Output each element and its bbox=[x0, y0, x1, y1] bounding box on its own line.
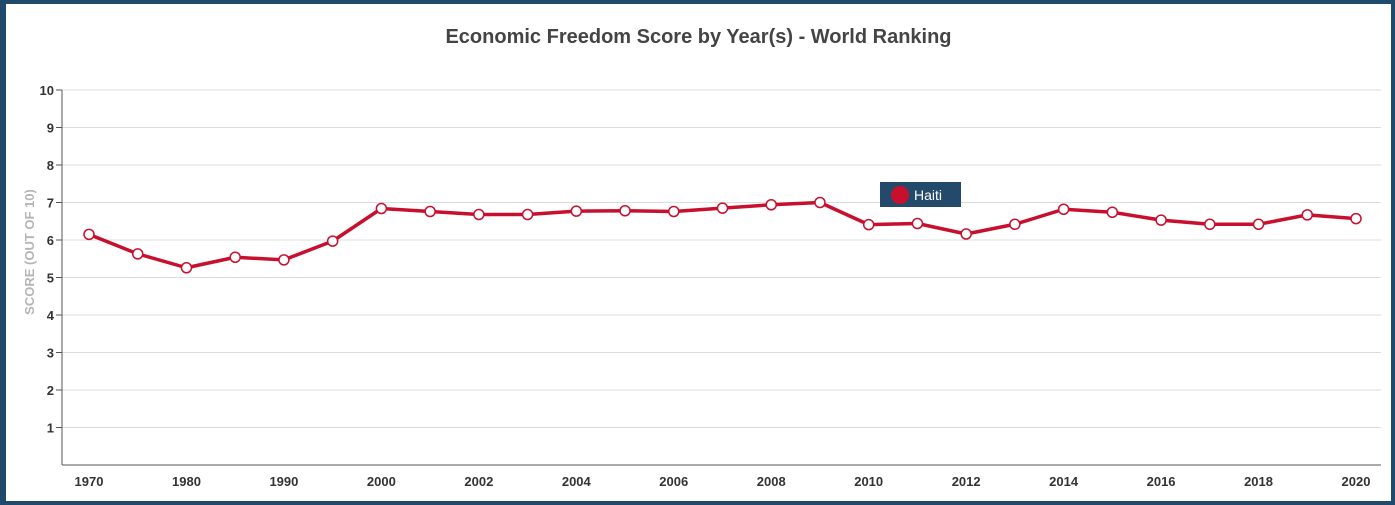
data-point[interactable] bbox=[83, 228, 95, 241]
data-point[interactable] bbox=[1350, 212, 1362, 225]
axes bbox=[61, 90, 1381, 466]
data-point[interactable] bbox=[424, 205, 436, 218]
data-point[interactable] bbox=[1301, 209, 1314, 221]
y-tick-labels: 1 2 3 4 5 6 7 8 9 10 bbox=[40, 83, 55, 436]
data-point[interactable] bbox=[960, 228, 972, 240]
x-tick-label: 2008 bbox=[757, 474, 786, 489]
legend-swatch bbox=[891, 186, 909, 204]
x-tick-labels: 1970 1980 1990 2000 2002 2004 2006 2008 2010 2012… bbox=[75, 474, 1371, 489]
x-tick-label: 2010 bbox=[854, 474, 883, 489]
y-tick-label: 9 bbox=[47, 121, 54, 136]
data-point[interactable] bbox=[473, 208, 485, 221]
data-point[interactable] bbox=[668, 205, 680, 218]
data-point[interactable] bbox=[326, 235, 339, 247]
data-point[interactable] bbox=[229, 251, 241, 263]
y-tick-label: 3 bbox=[47, 346, 54, 361]
x-tick-label: 1980 bbox=[172, 474, 201, 489]
y-tick-label: 2 bbox=[47, 383, 54, 398]
legend[interactable]: Haiti bbox=[880, 182, 961, 207]
x-tick-label: 2014 bbox=[1049, 474, 1079, 489]
data-point[interactable] bbox=[765, 199, 777, 211]
x-tick-label: 1990 bbox=[269, 474, 298, 489]
x-tick-label: 2018 bbox=[1244, 474, 1273, 489]
data-point[interactable] bbox=[716, 202, 729, 214]
data-point[interactable] bbox=[911, 217, 924, 230]
x-tick-label: 1970 bbox=[75, 474, 104, 489]
line-chart: 1 2 3 4 5 6 7 8 9 10 1970 1980 1990 2000 2002 2004 2006… bbox=[22, 83, 1381, 489]
data-point[interactable] bbox=[619, 205, 631, 217]
data-point[interactable] bbox=[1009, 218, 1021, 230]
y-tick-label: 8 bbox=[47, 158, 54, 173]
x-tick-label: 2000 bbox=[367, 474, 396, 489]
x-tick-label: 2020 bbox=[1342, 474, 1371, 489]
y-tick-label: 10 bbox=[40, 83, 54, 98]
x-tick-label: 2016 bbox=[1147, 474, 1176, 489]
gridlines bbox=[56, 89, 1381, 428]
data-point[interactable] bbox=[570, 205, 583, 217]
y-axis-label: SCORE (OUT OF 10) bbox=[22, 189, 37, 315]
data-point[interactable] bbox=[521, 208, 534, 221]
x-tick-label: 2006 bbox=[659, 474, 688, 489]
x-tick-label: 2004 bbox=[562, 474, 592, 489]
data-point[interactable] bbox=[180, 262, 193, 274]
data-point[interactable] bbox=[1252, 218, 1265, 230]
y-tick-label: 4 bbox=[47, 308, 55, 323]
data-point[interactable] bbox=[1204, 218, 1216, 230]
y-tick-label: 6 bbox=[47, 233, 54, 248]
data-points bbox=[83, 196, 1362, 274]
data-point[interactable] bbox=[1106, 206, 1119, 218]
y-tick-label: 1 bbox=[47, 421, 54, 436]
data-point[interactable] bbox=[375, 202, 388, 215]
data-point[interactable] bbox=[131, 248, 144, 260]
x-tick-label: 2012 bbox=[952, 474, 981, 489]
data-point[interactable] bbox=[814, 196, 826, 209]
chart-panel: Economic Freedom Score by Year(s) - Worl… bbox=[6, 4, 1391, 501]
y-tick-label: 7 bbox=[47, 196, 54, 211]
legend-label: Haiti bbox=[914, 187, 942, 203]
data-point[interactable] bbox=[1057, 203, 1070, 215]
y-tick-label: 5 bbox=[47, 271, 54, 286]
data-point[interactable] bbox=[862, 218, 875, 231]
chart-title: Economic Freedom Score by Year(s) - Worl… bbox=[445, 26, 952, 48]
x-tick-label: 2002 bbox=[464, 474, 493, 489]
data-point[interactable] bbox=[278, 254, 290, 266]
data-point[interactable] bbox=[1155, 214, 1167, 226]
